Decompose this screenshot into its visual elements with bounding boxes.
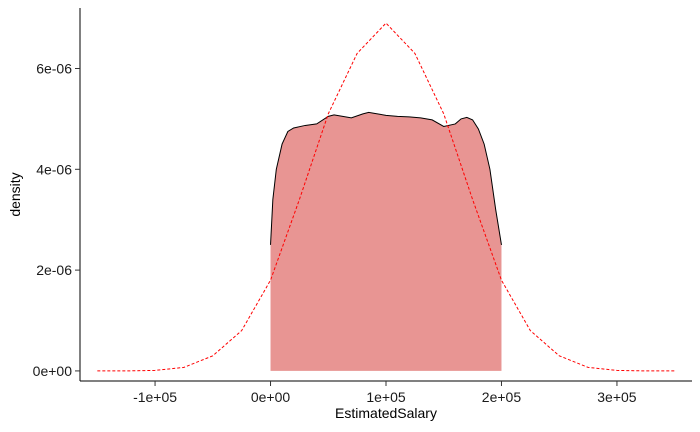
y-tick-label: 0e+00 xyxy=(33,363,73,379)
x-axis-ticks: -1e+05 0e+00 1e+05 2e+05 3e+05 xyxy=(133,381,637,405)
x-tick-label: 2e+05 xyxy=(482,389,522,405)
y-axis-title: density xyxy=(7,172,23,216)
x-tick-label: 0e+00 xyxy=(251,389,291,405)
y-tick-label: 2e-06 xyxy=(36,262,72,278)
x-tick-label: -1e+05 xyxy=(133,389,177,405)
y-tick-label: 6e-06 xyxy=(36,60,72,76)
density-area-series xyxy=(270,112,502,371)
x-tick-label: 3e+05 xyxy=(597,389,637,405)
normal-curve-series xyxy=(97,22,675,372)
y-tick-label: 4e-06 xyxy=(36,161,72,177)
density-outline xyxy=(270,111,502,245)
x-tick-label: 1e+05 xyxy=(366,389,406,405)
plot-area xyxy=(79,8,692,382)
y-axis-ticks: 0e+00 2e-06 4e-06 6e-06 xyxy=(33,60,80,379)
x-axis-title: EstimatedSalary xyxy=(335,405,437,421)
